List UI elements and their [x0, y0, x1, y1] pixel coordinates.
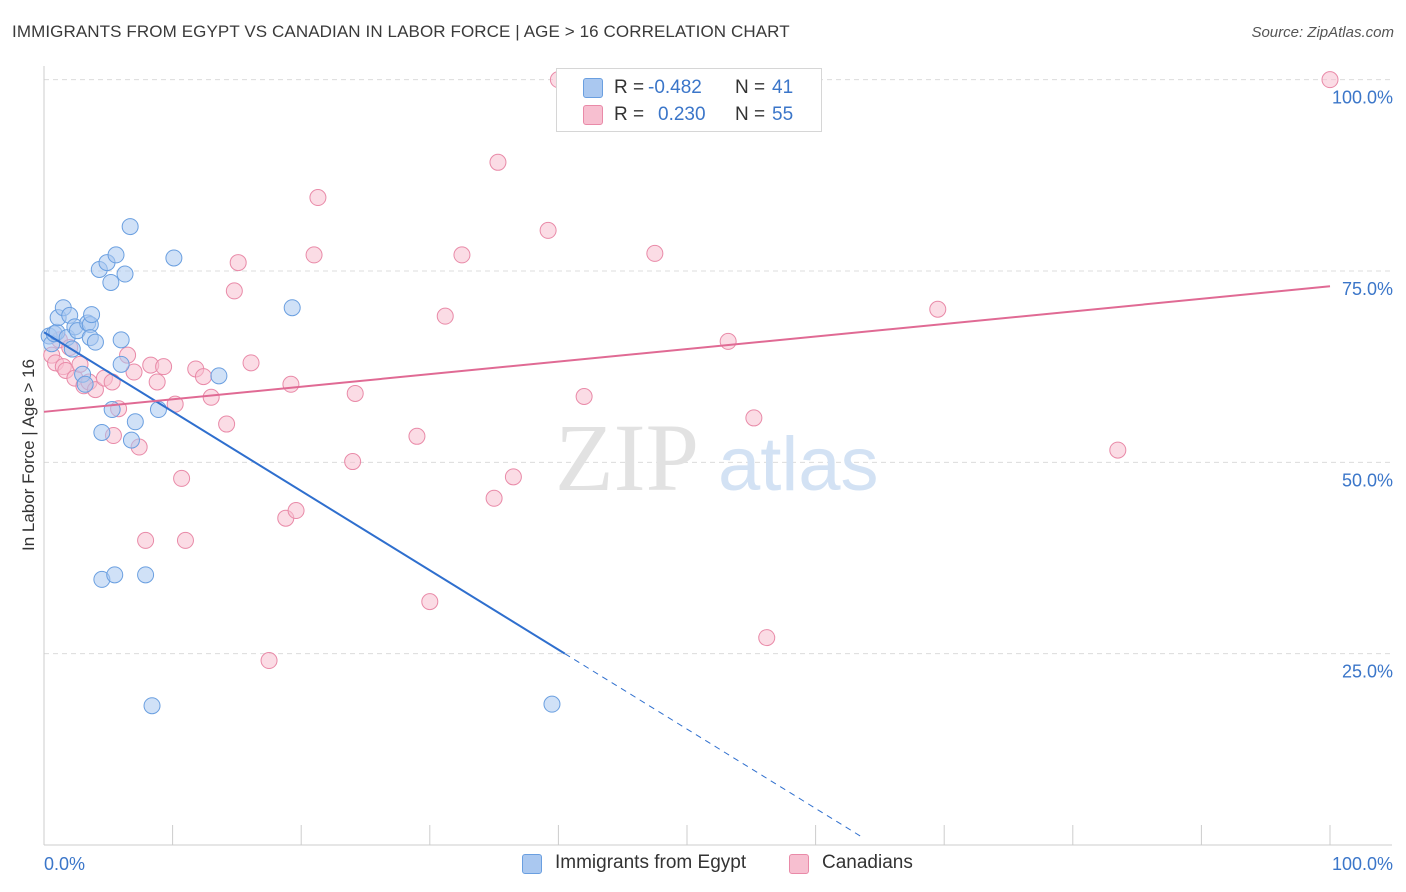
- canadians-point: [504, 468, 522, 486]
- canadians-point: [176, 531, 194, 549]
- egypt-point: [137, 566, 155, 584]
- egypt-point: [83, 306, 101, 324]
- canadians-point: [758, 629, 776, 647]
- canadians-point: [225, 282, 243, 300]
- egypt-point: [165, 249, 183, 267]
- source-credit: Source: ZipAtlas.com: [1251, 24, 1394, 41]
- x-tick-label: 100.0%: [1332, 854, 1393, 874]
- tick-labels: 25.0% 50.0% 75.0% 100.0% 0.0% 100.0%: [44, 88, 1393, 874]
- legend-row-egypt: R = -0.482 N = 41: [557, 73, 821, 101]
- egypt-point: [112, 331, 130, 349]
- legend-r-value: 0.230: [658, 104, 706, 125]
- egypt-point: [86, 333, 104, 351]
- canadians-point: [202, 388, 220, 406]
- egypt-point: [107, 246, 125, 264]
- canadians-point: [125, 363, 143, 381]
- egypt-point: [102, 273, 120, 291]
- canadians-point: [489, 153, 507, 171]
- egypt-trend-extension: [564, 653, 861, 837]
- legend-n-label: N =: [735, 104, 766, 125]
- canadians-point: [194, 368, 212, 386]
- canadians-point: [148, 373, 166, 391]
- legend-swatch-egypt: [583, 78, 603, 98]
- legend-swatch-canadians: [583, 105, 603, 125]
- canadians-point: [344, 453, 362, 471]
- egypt-point: [210, 367, 228, 385]
- canadians-point: [282, 375, 300, 393]
- watermark-atlas: atlas: [718, 422, 879, 507]
- bottom-legend-swatch-canadians: [789, 854, 809, 874]
- canadians-point: [421, 593, 439, 611]
- canadians-point: [719, 332, 737, 350]
- bottom-legend-label-canadians: Canadians: [822, 852, 913, 873]
- canadians-point: [485, 489, 503, 507]
- legend-r-label: R =: [614, 77, 645, 98]
- legend-n-label: N =: [735, 77, 766, 98]
- canadians-point: [346, 384, 364, 402]
- canadians-point: [453, 246, 471, 264]
- canadians-point: [408, 427, 426, 445]
- y-tick-label: 25.0%: [1342, 662, 1393, 682]
- egypt-point: [76, 375, 94, 393]
- correlation-legend: R = -0.482 N = 41 R = 0.230 N = 55: [556, 68, 822, 132]
- canadians-points: [43, 71, 1339, 670]
- y-axis-label: In Labor Force | Age > 16: [19, 359, 38, 551]
- axes: [43, 66, 1392, 846]
- legend-r-label: R =: [614, 104, 645, 125]
- legend-n-value: 41: [772, 77, 794, 98]
- egypt-point: [121, 218, 139, 236]
- bottom-legend-swatch-egypt: [522, 854, 542, 874]
- bottom-legend-label-egypt: Immigrants from Egypt: [555, 852, 747, 873]
- y-tick-label: 100.0%: [1332, 88, 1393, 108]
- canadians-point: [229, 254, 247, 272]
- canadians-point: [260, 652, 278, 670]
- legend-row-canadians: R = 0.230 N = 55: [557, 100, 821, 128]
- egypt-trend-line: [43, 331, 566, 655]
- x-tick-label: 0.0%: [44, 854, 85, 874]
- canadians-point: [539, 221, 557, 239]
- canadians-point: [309, 189, 327, 207]
- y-tick-label: 50.0%: [1342, 470, 1393, 490]
- watermark-zip: ZIP: [555, 404, 699, 511]
- canadians-point: [287, 502, 305, 520]
- egypt-point: [126, 413, 144, 431]
- canadians-point: [1109, 441, 1127, 459]
- canadians-point: [305, 246, 323, 264]
- egypt-point: [106, 566, 124, 584]
- canadians-point: [103, 373, 121, 391]
- canadians-point: [155, 358, 173, 376]
- canadians-point: [173, 469, 191, 487]
- egypt-point: [93, 423, 111, 441]
- egypt-point: [122, 431, 140, 449]
- canadians-point: [646, 244, 664, 262]
- canadians-point: [1321, 71, 1339, 89]
- legend-n-value: 55: [772, 104, 794, 125]
- egypt-point: [283, 299, 301, 317]
- watermark: ZIP atlas: [555, 404, 879, 511]
- egypt-point: [116, 265, 134, 283]
- canadians-point: [242, 354, 260, 372]
- canadians-trend-line: [43, 285, 1331, 413]
- canadians-point: [218, 415, 236, 433]
- chart-title: IMMIGRANTS FROM EGYPT VS CANADIAN IN LAB…: [12, 22, 790, 41]
- canadians-point: [575, 388, 593, 406]
- y-tick-label: 75.0%: [1342, 279, 1393, 299]
- canadians-point: [436, 307, 454, 325]
- canadians-point: [929, 300, 947, 318]
- legend-r-value: -0.482: [648, 77, 702, 98]
- canadians-point: [745, 409, 763, 427]
- egypt-points: [40, 218, 561, 715]
- canadians-point: [137, 531, 155, 549]
- egypt-point: [112, 355, 130, 373]
- trend-lines: [43, 285, 1331, 837]
- egypt-point: [543, 695, 561, 713]
- egypt-point: [143, 697, 161, 715]
